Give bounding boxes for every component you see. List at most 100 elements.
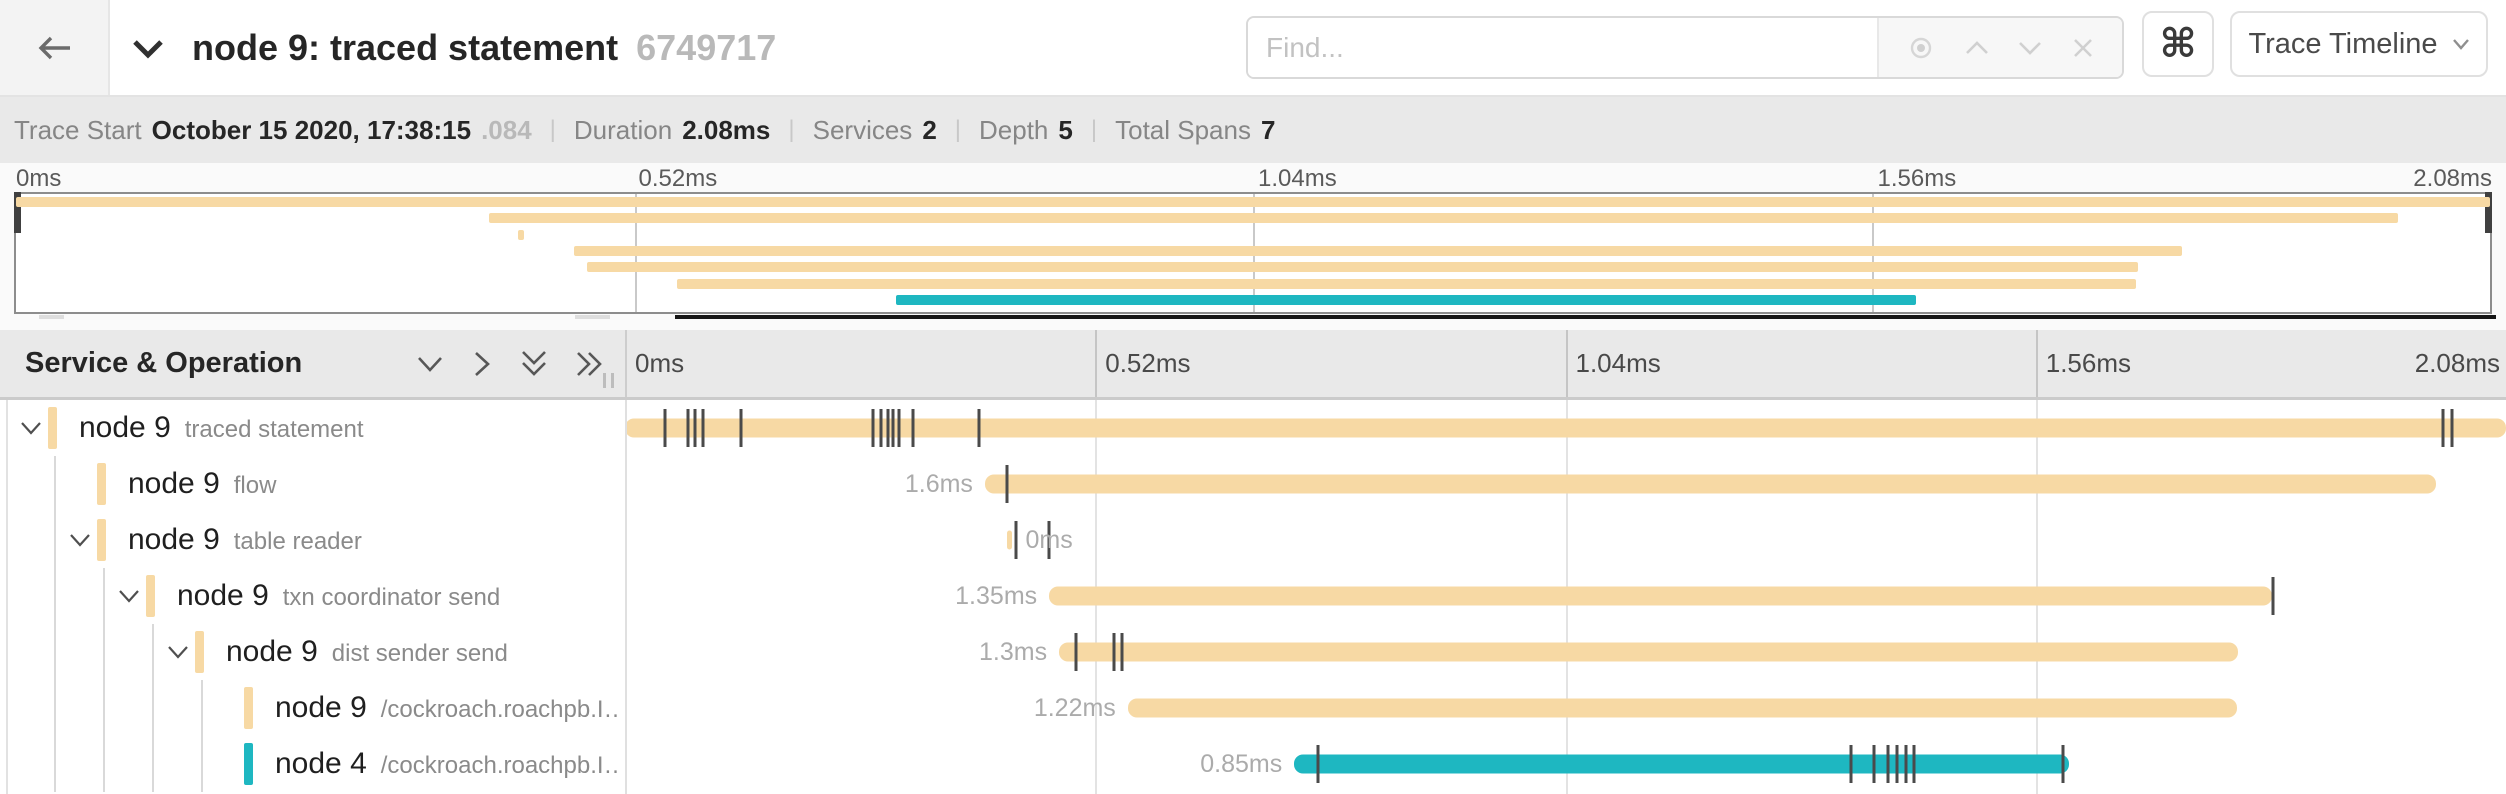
span-timeline-row[interactable]: 1.35ms — [625, 568, 2506, 624]
span-collapse-chevron-icon[interactable] — [67, 527, 93, 553]
span-name-row[interactable]: node 9 table reader — [0, 512, 625, 568]
summary-label: Services — [812, 114, 913, 145]
span-service-name: node 9 — [128, 523, 220, 556]
span-name-text: node 9 txn coordinator send — [177, 579, 621, 613]
span-log-tick — [977, 409, 981, 447]
span-log-tick — [2450, 409, 2454, 447]
span-collapse-chevron-icon[interactable] — [165, 639, 191, 665]
span-duration-label: 1.35ms — [955, 581, 1038, 610]
span-operation-name: traced statement — [184, 416, 364, 443]
span-bar[interactable] — [1127, 698, 2237, 718]
span-operation-name: dist sender send — [331, 640, 508, 667]
minimap-scroll-indicator — [675, 315, 2496, 319]
column-resize-handle[interactable] — [603, 373, 614, 388]
span-bar[interactable] — [1294, 754, 2070, 774]
chevron-down-icon[interactable] — [2017, 40, 2043, 56]
span-service-name: node 9 — [79, 411, 171, 444]
find-input[interactable] — [1248, 18, 1877, 77]
span-name-text: node 9 table reader — [128, 523, 621, 557]
tree-indent-guide — [54, 736, 56, 792]
minimap-span-bar — [489, 213, 2399, 224]
tree-indent-guide — [54, 680, 56, 736]
timeline-header: Service & Operation 0ms 0.52ms 1.04ms 1.56m… — [0, 330, 2506, 400]
span-name-column: node 9 traced statement node 9 flow node 9 ta… — [0, 400, 625, 794]
span-name-row[interactable]: node 9 txn coordinator send — [0, 568, 625, 624]
span-bar[interactable] — [1049, 586, 2272, 606]
minimap-axis: 0ms 0.52ms 1.04ms 1.56ms 2.08ms — [14, 165, 2492, 193]
span-timeline-row[interactable] — [625, 400, 2506, 456]
tree-indent-guide — [103, 736, 105, 792]
span-duration-label: 1.6ms — [904, 469, 973, 498]
timeline-ruler: 0ms 0.52ms 1.04ms 1.56ms 2.08ms — [625, 330, 2506, 397]
chevron-up-icon[interactable] — [1964, 40, 1990, 56]
span-timeline-row[interactable]: 1.6ms — [625, 456, 2506, 512]
keyboard-shortcuts-button[interactable]: ⌘ — [2142, 11, 2214, 77]
tree-indent-guide — [152, 736, 154, 792]
tree-indent-guide — [201, 736, 203, 792]
span-bar[interactable] — [625, 418, 2506, 438]
span-name-row[interactable]: node 9 traced statement — [0, 400, 625, 456]
trace-view-select[interactable]: Trace Timeline — [2230, 11, 2488, 77]
span-timeline-row[interactable]: 0ms — [625, 512, 2506, 568]
expand-all-icon[interactable] — [575, 349, 605, 379]
span-log-tick — [1912, 745, 1916, 783]
summary-value: 2 — [922, 114, 937, 145]
span-log-tick — [1872, 745, 1876, 783]
span-timeline-row[interactable]: 0.85ms — [625, 736, 2506, 792]
span-bar[interactable] — [1059, 642, 2239, 662]
minimap-span-bar — [896, 294, 1916, 305]
trace-header-collapse-toggle[interactable] — [130, 0, 166, 95]
span-log-tick — [693, 409, 697, 447]
span-timeline-row[interactable]: 1.3ms — [625, 624, 2506, 680]
tree-indent-guide — [103, 624, 105, 680]
summary-item: Total Spans 7 — [1115, 115, 1275, 146]
span-name-row[interactable]: node 9/cockroach.roachpb.I… — [0, 680, 625, 736]
span-log-tick — [879, 409, 883, 447]
span-name-row[interactable]: node 9 dist sender send — [0, 624, 625, 680]
span-name-row[interactable]: node 9 flow — [0, 456, 625, 512]
span-log-tick — [891, 409, 895, 447]
tree-indent-guide — [152, 680, 154, 736]
span-service-name: node 9 — [226, 635, 318, 668]
span-log-tick — [1316, 745, 1320, 783]
trace-summary-bar: Trace Start October 15 2020, 17:38:15 .084… — [0, 97, 2506, 163]
span-name-text: node 9 traced statement — [79, 411, 621, 445]
summary-divider: | — [1090, 116, 1098, 143]
span-color-bar — [244, 687, 253, 729]
tree-indent-guide — [103, 680, 105, 736]
span-rows-viewport: node 9 traced statement node 9 flow node 9 ta… — [0, 400, 2506, 794]
close-icon[interactable] — [2071, 36, 2095, 60]
span-bar[interactable] — [1006, 530, 1012, 550]
collapse-one-icon[interactable] — [415, 353, 445, 375]
span-log-tick — [1886, 745, 1890, 783]
timeline-gridline — [1565, 330, 1568, 397]
span-bar[interactable] — [984, 474, 2437, 494]
collapser-toolbar — [415, 330, 605, 397]
span-log-tick — [686, 409, 690, 447]
span-color-bar — [97, 463, 106, 505]
locate-icon[interactable] — [1906, 33, 1936, 63]
span-service-name: node 9 — [275, 691, 367, 724]
span-operation-name: /cockroach.roachpb.I… — [380, 752, 621, 779]
span-timeline-row[interactable]: 1.22ms — [625, 680, 2506, 736]
axis-tick-label: 1.56ms — [1877, 165, 1957, 192]
summary-item: Depth 5 — [979, 115, 1073, 146]
back-button[interactable] — [0, 0, 110, 95]
span-collapse-chevron-icon[interactable] — [116, 583, 142, 609]
span-log-tick — [911, 409, 915, 447]
viewport-left-handle[interactable] — [14, 192, 21, 233]
span-log-tick — [1895, 745, 1899, 783]
span-service-name: node 9 — [177, 579, 269, 612]
trace-view-select-label: Trace Timeline — [2248, 27, 2438, 60]
summary-label: Total Spans — [1115, 114, 1251, 145]
expand-one-icon[interactable] — [471, 349, 493, 379]
span-collapse-chevron-icon[interactable] — [18, 415, 44, 441]
minimap-canvas[interactable] — [14, 192, 2492, 314]
minimap-scroll-nub — [39, 315, 64, 319]
span-timeline-column: 1.6ms 0ms 1.35ms 1.3ms 1.22ms 0.85ms — [625, 400, 2506, 794]
tree-indent-guide — [54, 568, 56, 624]
collapse-all-icon[interactable] — [519, 349, 549, 379]
span-name-row[interactable]: node 4/cockroach.roachpb.I… — [0, 736, 625, 792]
span-log-tick — [663, 409, 667, 447]
viewport-right-handle[interactable] — [2485, 192, 2492, 233]
